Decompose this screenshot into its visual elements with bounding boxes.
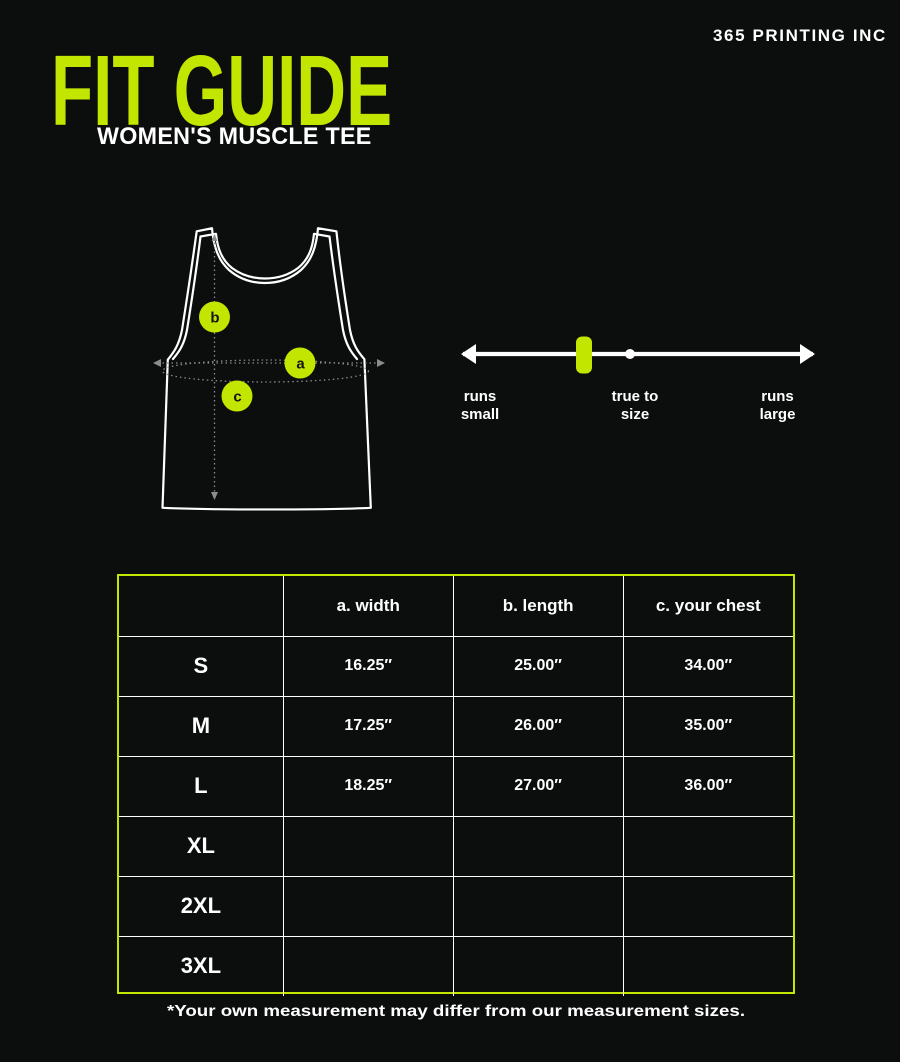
svg-text:b: b xyxy=(210,310,219,327)
svg-text:a: a xyxy=(296,356,305,373)
svg-text:c: c xyxy=(233,389,241,406)
